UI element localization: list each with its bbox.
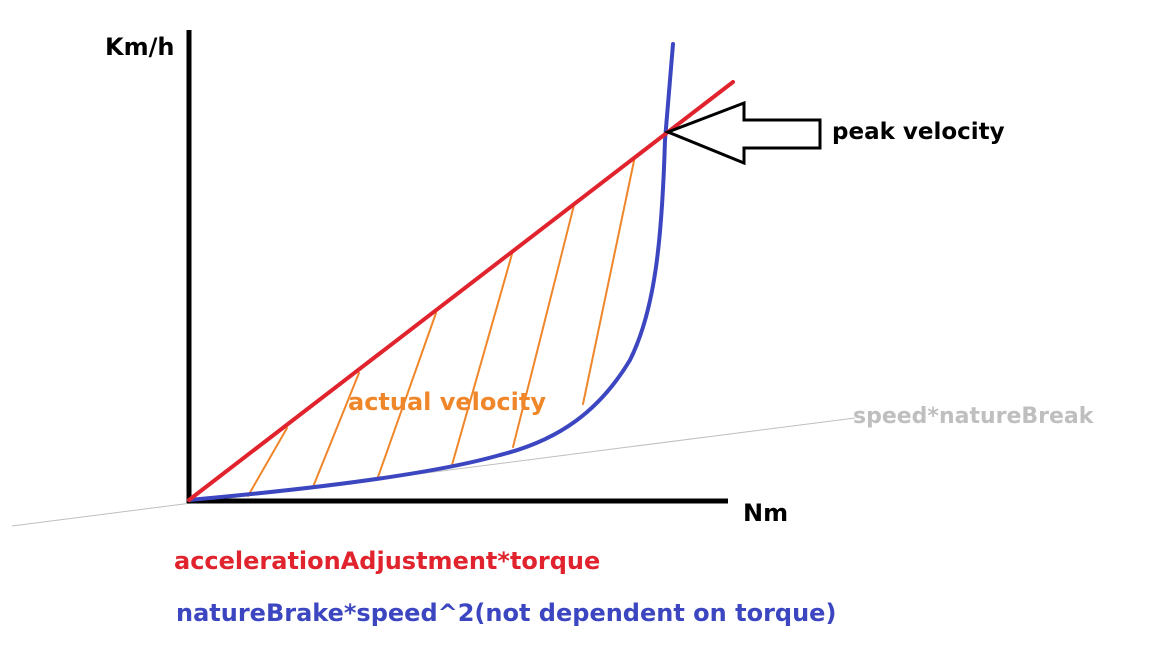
y-axis-label: Km/h — [105, 33, 174, 61]
red-line — [187, 80, 735, 502]
hatch-line — [582, 155, 636, 405]
legend-blue-text: natureBrake*speed^2(not dependent on tor… — [176, 599, 836, 627]
gray-line — [11, 417, 856, 527]
x-axis-label: Nm — [743, 499, 788, 527]
hatch-line — [312, 372, 360, 488]
actual-velocity-hatching — [247, 155, 636, 497]
peak-velocity-label: peak velocity — [832, 119, 1005, 145]
gray-line-label: speed*natureBreak — [853, 404, 1095, 429]
hatch-line — [512, 204, 575, 448]
hatch-line — [377, 312, 437, 478]
actual-velocity-label: actual velocity — [348, 388, 546, 416]
hatch-line — [247, 427, 288, 497]
blue-curve — [187, 42, 675, 502]
hatch-line — [451, 253, 513, 466]
legend-red-text: accelerationAdjustment*torque — [174, 547, 600, 575]
peak-arrow-icon — [663, 100, 822, 166]
